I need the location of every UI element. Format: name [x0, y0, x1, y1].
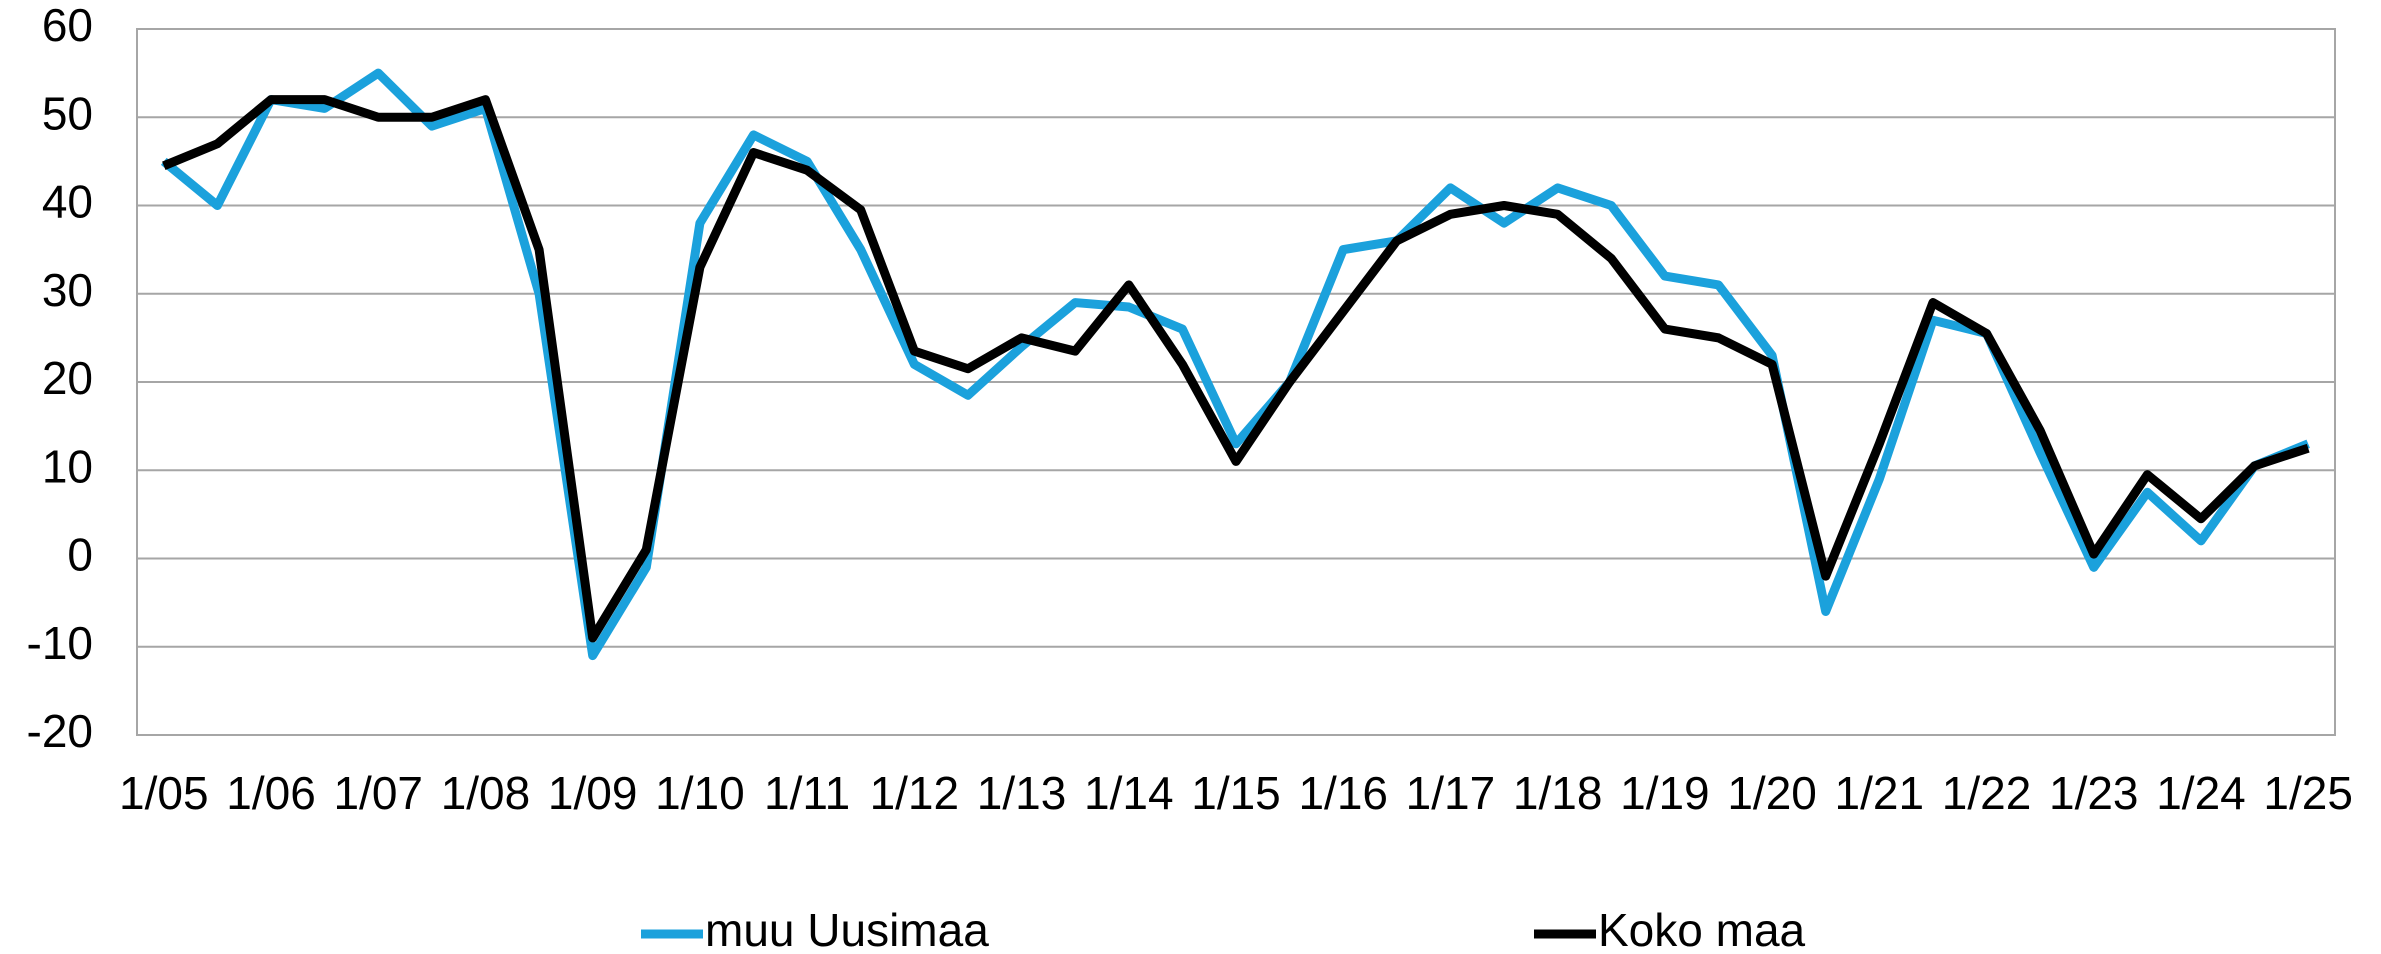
x-tick-label: 1/20: [1727, 767, 1817, 819]
x-tick-label: 1/11: [764, 767, 850, 819]
y-tick-label: 50: [42, 87, 93, 139]
x-tick-label: 1/19: [1620, 767, 1710, 819]
x-tick-label: 1/06: [226, 767, 316, 819]
x-tick-label: 1/09: [548, 767, 638, 819]
x-tick-label: 1/18: [1513, 767, 1603, 819]
y-tick-label: 0: [67, 529, 93, 581]
x-tick-label: 1/24: [2156, 767, 2246, 819]
line-series: [162, 95, 2310, 643]
x-tick-label: 1/13: [977, 767, 1067, 819]
y-tick-label: -10: [27, 617, 93, 669]
x-tick-label: 1/05: [119, 767, 209, 819]
y-tick-label: 10: [42, 440, 93, 492]
x-tick-label: 1/15: [1191, 767, 1281, 819]
x-tick-label: 1/12: [870, 767, 960, 819]
y-tick-label: 20: [42, 352, 93, 404]
x-tick-label: 1/25: [2263, 767, 2353, 819]
y-tick-label: 60: [42, 0, 93, 51]
x-tick-label: 1/14: [1084, 767, 1174, 819]
x-tick-label: 1/07: [333, 767, 423, 819]
x-tick-label: 1/10: [655, 767, 745, 819]
x-tick-label: 1/16: [1298, 767, 1388, 819]
legend-label: muu Uusimaa: [705, 904, 989, 954]
y-tick-label: 30: [42, 264, 93, 316]
x-tick-label: 1/08: [441, 767, 531, 819]
x-tick-label: 1/17: [1406, 767, 1496, 819]
x-tick-label: 1/22: [1942, 767, 2032, 819]
y-tick-label: -20: [27, 705, 93, 757]
y-tick-label: 40: [42, 176, 93, 228]
legend-label: Koko maa: [1598, 904, 1806, 954]
x-tick-label: 1/21: [1835, 767, 1925, 819]
line-series: [160, 68, 2310, 661]
x-tick-label: 1/23: [2049, 767, 2139, 819]
